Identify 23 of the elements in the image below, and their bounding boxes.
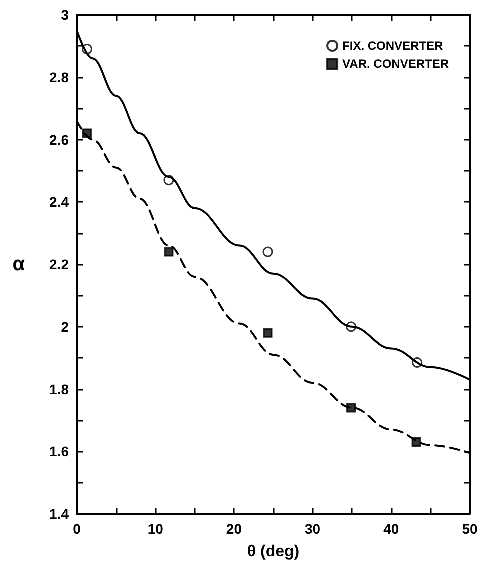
- x-axis-title: θ (deg): [247, 544, 300, 560]
- point: [262, 246, 274, 258]
- x-tick-label: 0: [73, 521, 82, 537]
- y-axis-title: α: [12, 254, 26, 276]
- y-tick-label: 2: [61, 318, 70, 335]
- y-tick-label: 2.6: [50, 132, 70, 148]
- y-tick-label: 1.4: [50, 506, 70, 522]
- y-tick-label: 2.8: [50, 69, 70, 86]
- y-tick-label: 2.2: [50, 256, 70, 272]
- x-tick-label: 20: [226, 521, 242, 537]
- x-tick-label: 30: [305, 521, 321, 537]
- x-tick-label: 50: [462, 521, 478, 537]
- y-tick-label: 3: [61, 7, 70, 23]
- point: [346, 403, 356, 413]
- y-tick-label: 1.6: [50, 444, 70, 460]
- legend-label: FIX. CONVERTER: [342, 39, 444, 53]
- y-tick-label: 2.4: [50, 194, 70, 210]
- legend-label: VAR. CONVERTER: [342, 57, 450, 71]
- point: [164, 247, 174, 257]
- x-tick-label: 10: [148, 521, 164, 537]
- point: [263, 328, 273, 338]
- x-tick-label: 40: [384, 521, 400, 537]
- y-tick-label: 1.8: [50, 381, 70, 398]
